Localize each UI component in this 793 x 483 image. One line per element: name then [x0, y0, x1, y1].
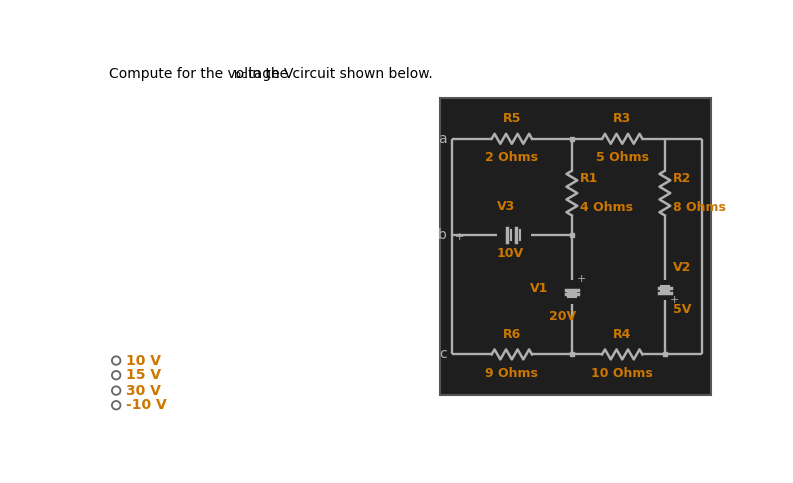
Text: 20V: 20V: [549, 310, 577, 323]
Text: 8 Ohms: 8 Ohms: [672, 201, 726, 214]
Bar: [570, 233, 574, 237]
Bar: [663, 353, 667, 356]
Text: Compute for the voltage V: Compute for the voltage V: [109, 67, 293, 81]
Text: R1: R1: [580, 172, 598, 185]
Text: 15 V: 15 V: [126, 368, 161, 382]
Text: +: +: [669, 295, 679, 305]
Text: a: a: [439, 132, 447, 146]
Text: R5: R5: [503, 112, 521, 125]
Text: R4: R4: [613, 327, 631, 341]
Text: bc: bc: [234, 71, 247, 80]
Text: 5V: 5V: [672, 303, 691, 316]
Text: 4 Ohms: 4 Ohms: [580, 201, 633, 214]
Text: 2 Ohms: 2 Ohms: [485, 151, 538, 164]
Text: R6: R6: [503, 327, 521, 341]
Text: +: +: [455, 232, 464, 242]
Text: -10 V: -10 V: [126, 398, 167, 412]
Text: b: b: [439, 228, 447, 242]
Text: +: +: [577, 274, 586, 284]
Text: R2: R2: [672, 172, 691, 185]
Bar: [570, 353, 574, 356]
Text: 9 Ohms: 9 Ohms: [485, 367, 538, 380]
Text: V3: V3: [497, 200, 515, 213]
Bar: [440, 98, 711, 395]
Text: 10V: 10V: [496, 247, 523, 260]
Text: in the circuit shown below.: in the circuit shown below.: [244, 67, 433, 81]
Text: V2: V2: [672, 260, 691, 273]
Bar: [570, 137, 574, 141]
Text: c: c: [439, 347, 447, 361]
Text: 10 V: 10 V: [126, 354, 161, 368]
Text: 30 V: 30 V: [126, 384, 161, 398]
Text: 10 Ohms: 10 Ohms: [592, 367, 653, 380]
Text: V1: V1: [531, 283, 549, 296]
Text: R3: R3: [613, 112, 631, 125]
Text: 5 Ohms: 5 Ohms: [596, 151, 649, 164]
